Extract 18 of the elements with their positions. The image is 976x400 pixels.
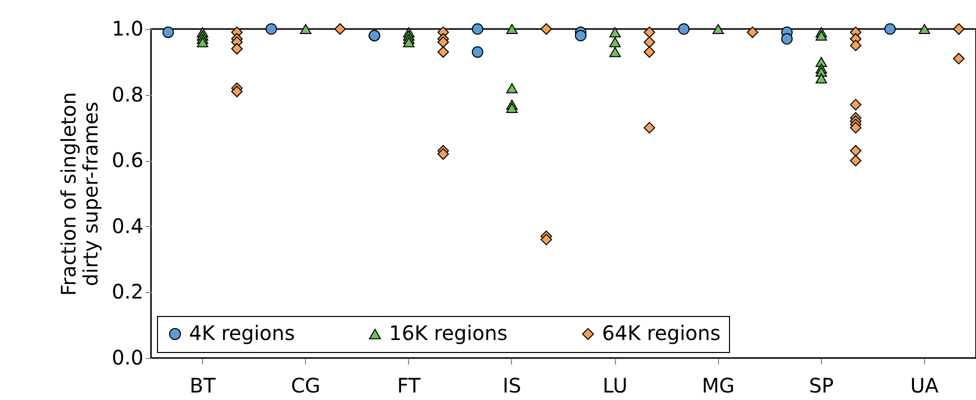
y-tick-label: 0.2 (112, 280, 144, 304)
x-tick-label: LU (602, 374, 628, 398)
x-tick-label: UA (910, 374, 939, 398)
x-tick-label: SP (808, 374, 834, 398)
x-tick-label: BT (190, 374, 216, 398)
x-tick-label: MG (702, 374, 735, 398)
y-tick-label: 0.6 (112, 148, 144, 172)
y-axis-title: Fraction of singleton dirty super-frames (56, 92, 103, 296)
legend-label: 64K regions (602, 321, 721, 345)
x-tick-label: CG (290, 374, 320, 398)
y-tick-label: 1.0 (112, 16, 144, 40)
y-tick-label: 0.0 (112, 346, 144, 370)
legend-label: 16K regions (389, 321, 508, 345)
y-tick-label: 0.8 (112, 82, 144, 106)
x-tick-label: FT (397, 374, 422, 398)
legend-label: 4K regions (189, 321, 295, 345)
x-tick-label: IS (502, 374, 522, 398)
y-tick-label: 0.4 (112, 214, 144, 238)
